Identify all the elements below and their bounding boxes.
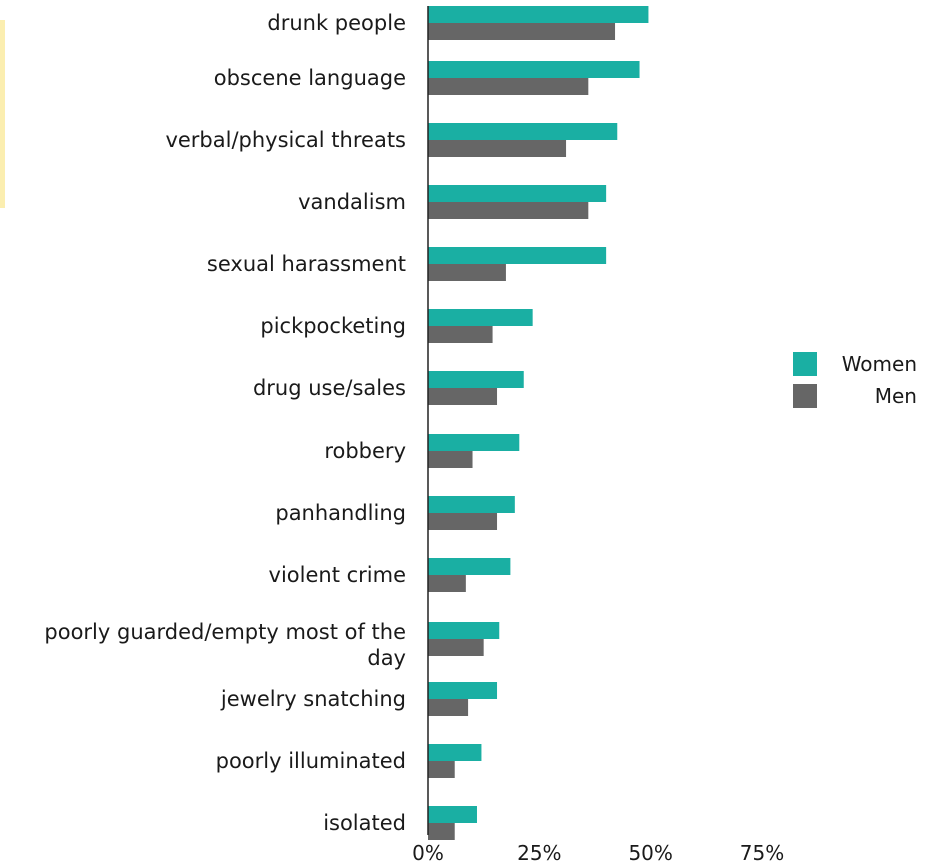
women-bar (428, 371, 524, 388)
category-label: poorly illuminated (216, 749, 406, 773)
category-label: jewelry snatching (220, 687, 406, 711)
men-bar (428, 140, 567, 157)
men-bar (428, 699, 469, 716)
men-bar (428, 575, 466, 592)
category-label: drug use/sales (253, 376, 406, 400)
women-bar (428, 806, 477, 823)
category-label: obscene language (214, 66, 406, 90)
legend-label-men: Men (875, 384, 917, 408)
x-tick-label: 75% (740, 841, 784, 864)
legend-label-women: Women (842, 352, 917, 376)
x-tick-label: 25% (517, 841, 561, 864)
men-bar (428, 451, 473, 468)
men-bar (428, 326, 493, 343)
men-bar (428, 513, 498, 530)
men-bar (428, 202, 589, 219)
men-bar (428, 388, 498, 405)
accent-strip (0, 20, 5, 208)
category-label: panhandling (275, 501, 406, 525)
women-bar (428, 61, 640, 78)
legend-swatch-women (793, 352, 817, 376)
category-label: verbal/physical threats (165, 128, 406, 152)
men-bar (428, 761, 455, 778)
category-label: robbery (324, 439, 406, 463)
women-bar (428, 744, 482, 761)
category-label: sexual harassment (207, 252, 406, 276)
women-bar (428, 123, 618, 140)
women-bar (428, 247, 607, 264)
women-bar (428, 682, 498, 699)
women-bar (428, 622, 500, 639)
men-bar (428, 639, 484, 656)
category-label: violent crime (269, 563, 406, 587)
women-bar (428, 496, 515, 513)
category-label: poorly guarded/empty most of the day (44, 620, 406, 670)
women-bar (428, 185, 607, 202)
category-label: vandalism (298, 190, 406, 214)
category-label: pickpocketing (260, 314, 406, 338)
women-bar (428, 309, 533, 326)
x-tick-label: 0% (412, 841, 444, 864)
women-bar (428, 434, 520, 451)
men-bar (428, 23, 616, 40)
category-label: isolated (323, 811, 406, 835)
women-bar (428, 558, 511, 575)
men-bar (428, 78, 589, 95)
x-tick-label: 50% (628, 841, 672, 864)
category-label: drunk people (267, 11, 406, 35)
women-bar (428, 6, 649, 23)
men-bar (428, 823, 455, 840)
men-bar (428, 264, 506, 281)
legend-swatch-men (793, 384, 817, 408)
